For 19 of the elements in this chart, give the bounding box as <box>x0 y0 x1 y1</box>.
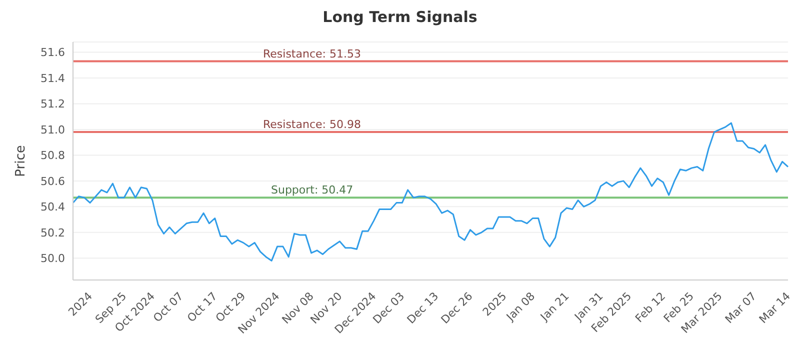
y-tick-label: 51.0 <box>40 123 65 136</box>
y-tick-label: 50.4 <box>40 200 65 214</box>
ref-line-label: Resistance: 50.98 <box>263 118 361 132</box>
y-tick-label: 50.8 <box>40 149 65 162</box>
y-tick-label: 50.6 <box>40 174 65 188</box>
x-tick-label: Mar 07 <box>722 290 759 326</box>
ref-line-label: Resistance: 51.53 <box>263 47 361 60</box>
y-tick-label: 50.0 <box>40 252 65 266</box>
x-tick-label: Dec 26 <box>438 290 476 326</box>
x-tick-label: Jan 21 <box>537 290 572 324</box>
y-tick-label: 51.4 <box>40 72 65 85</box>
y-tick-label: 51.2 <box>40 98 65 111</box>
chart-title: Long Term Signals <box>322 8 478 28</box>
ref-line-label: Support: 50.47 <box>271 184 354 197</box>
y-axis-title: Price <box>14 145 29 177</box>
y-tick-label: 51.6 <box>40 46 65 60</box>
y-tick-label: 50.2 <box>40 226 65 240</box>
x-tick-label: Mar 14 <box>756 290 793 326</box>
x-tick-label: Dec 13 <box>404 290 442 326</box>
